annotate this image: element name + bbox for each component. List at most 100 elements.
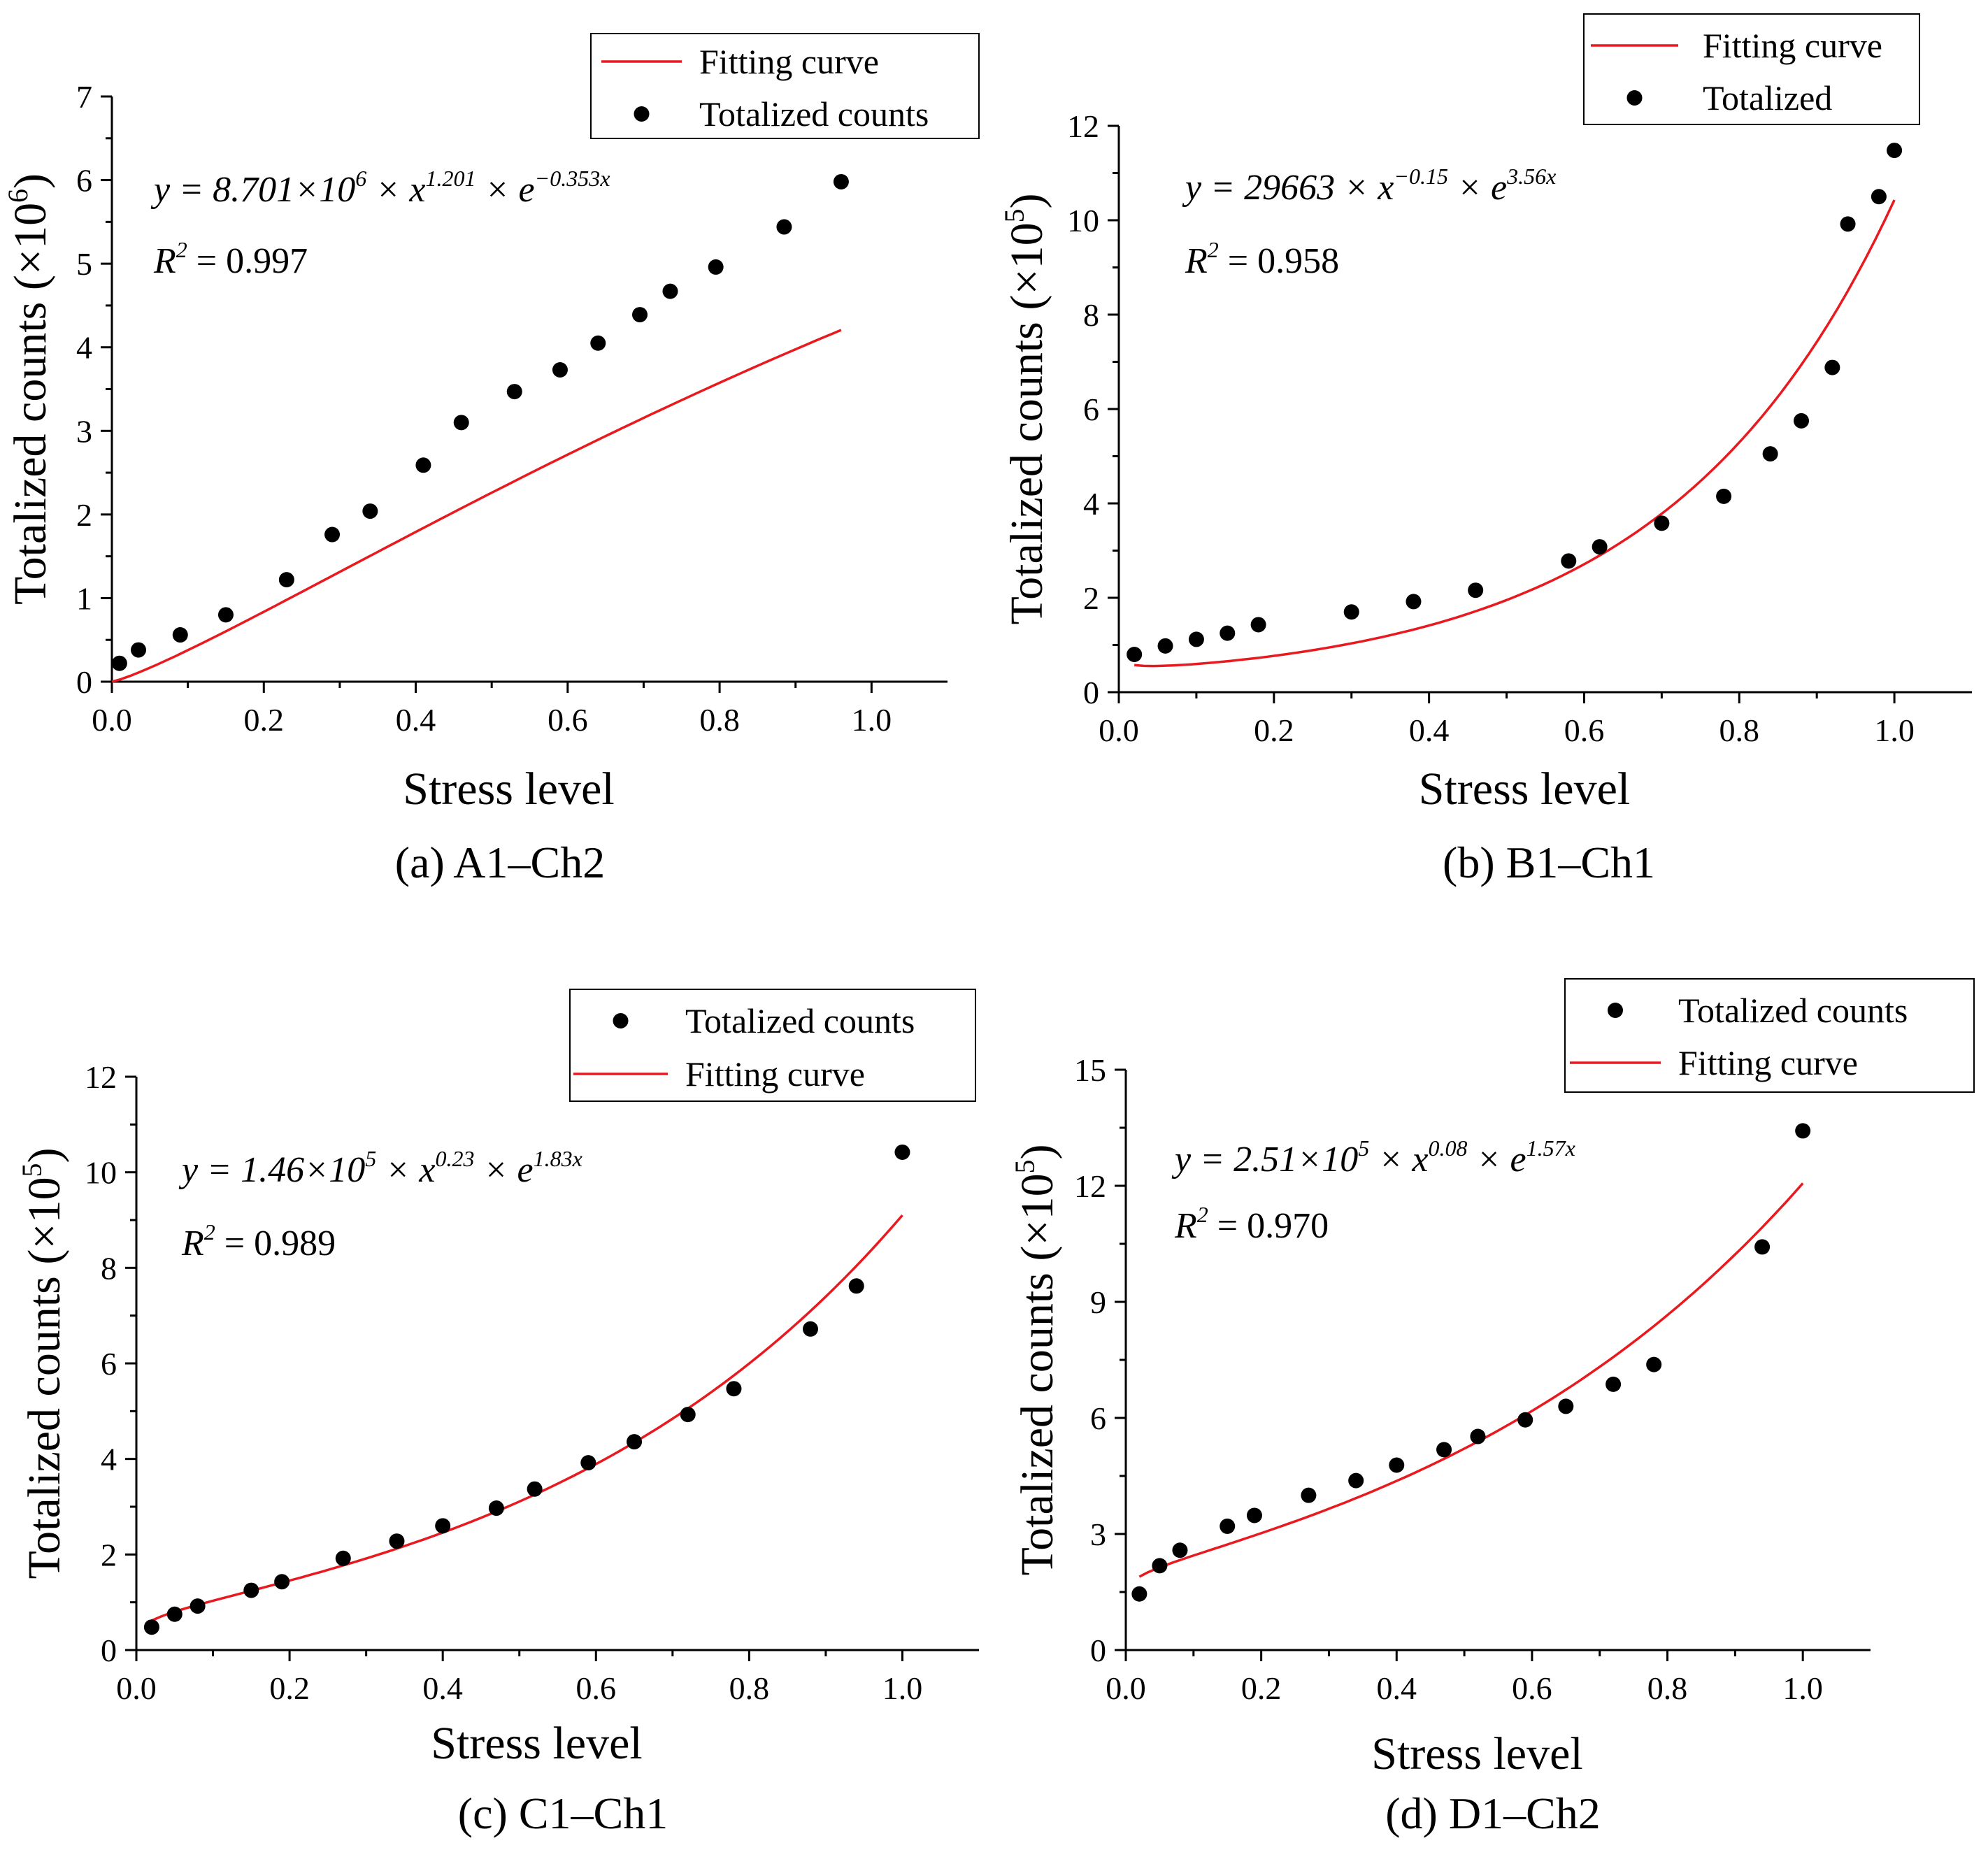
panel-caption: (a) A1–Ch2	[395, 838, 605, 887]
legend-points-label: Totalized	[1703, 78, 1832, 117]
data-point	[1794, 413, 1809, 429]
data-point	[506, 384, 522, 400]
panel-caption: (c) C1–Ch1	[458, 1788, 668, 1838]
eq-exp-2: 0.08	[1428, 1135, 1467, 1161]
eq-exp-1: 6	[355, 166, 366, 191]
x-tick-label: 0.0	[1099, 712, 1139, 748]
legend-points-label: Totalized counts	[685, 1001, 915, 1040]
y-axis-title: Totalized counts (×105)	[1009, 1144, 1063, 1575]
data-point	[1220, 625, 1236, 641]
legend-points-label: Totalized counts	[1678, 991, 1908, 1030]
y-axis-title-text: Totalized counts (×10	[5, 203, 56, 605]
legend-fit-label: Fitting curve	[1678, 1043, 1858, 1082]
data-point	[632, 307, 648, 323]
r2-lhs: R	[1174, 1206, 1197, 1246]
data-point	[680, 1407, 696, 1423]
eq-exp-1: 5	[1358, 1135, 1369, 1161]
data-point	[453, 415, 469, 431]
r2-lhs: R	[153, 241, 176, 281]
y-tick-label: 10	[85, 1155, 117, 1191]
y-tick-label: 8	[101, 1250, 117, 1286]
data-point	[415, 457, 431, 473]
x-tick-label: 0.8	[1647, 1670, 1688, 1706]
data-point	[803, 1321, 818, 1337]
data-point	[1301, 1487, 1317, 1503]
fit-equation: y = 29663 × x−0.15 × e3.56x	[1182, 164, 1556, 208]
data-point	[1188, 631, 1204, 647]
data-point	[335, 1550, 351, 1566]
y-axis-title-close: )	[1001, 193, 1052, 208]
legend-point-marker	[613, 1013, 629, 1028]
chart-panel-d: 0.0 0.2 0.4 0.6 0.8 1.0 0 3 6 9 12 15 Stress level To…	[1009, 978, 1975, 1838]
x-tick-label: 1.0	[882, 1670, 923, 1706]
x-tick-label: 0.4	[1377, 1670, 1417, 1706]
eq-exp-3: −0.353x	[535, 166, 610, 191]
data-point	[1250, 617, 1266, 633]
chart-panel-b: 0.0 0.2 0.4 0.6 0.8 1.0 0 2 4 6 8 10 12 Stress level T…	[999, 13, 1972, 887]
eq-lhs: y = 1.46×10	[178, 1150, 365, 1190]
y-axis-title-exp: 5	[16, 1163, 48, 1177]
y-tick-label: 6	[1083, 392, 1099, 427]
data-point	[1754, 1239, 1771, 1255]
y-tick-label: 2	[1083, 580, 1099, 616]
r-squared: R2 = 0.997	[153, 237, 308, 281]
y-tick-label: 3	[1090, 1517, 1106, 1552]
y-axis-title-exp: 6	[2, 189, 34, 203]
x-axis-title: Stress level	[403, 763, 614, 815]
data-point	[166, 1606, 183, 1622]
x-axis-title: Stress level	[1371, 1728, 1582, 1779]
data-point	[1558, 1398, 1574, 1414]
legend-box	[1564, 978, 1975, 1093]
y-tick-label: 5	[76, 246, 92, 282]
data-point	[1592, 539, 1608, 555]
data-point	[1389, 1457, 1405, 1473]
data-point	[527, 1481, 543, 1497]
x-tick-label: 0.4	[422, 1670, 463, 1706]
y-tick-label: 6	[1090, 1400, 1106, 1436]
eq-lhs: y = 29663	[1182, 168, 1335, 208]
data-point	[324, 526, 341, 543]
data-point	[1887, 143, 1903, 159]
y-tick-label: 15	[1074, 1052, 1106, 1088]
data-point	[1246, 1507, 1262, 1523]
y-axis-title-close: )	[19, 1147, 70, 1163]
data-point	[1646, 1356, 1662, 1372]
legend-box	[569, 989, 976, 1102]
data-point	[274, 1574, 290, 1590]
legend-box	[590, 33, 980, 139]
data-point	[662, 283, 678, 299]
r2-exp: 2	[1208, 237, 1219, 262]
eq-lhs: y = 2.51×10	[1171, 1140, 1358, 1180]
eq-exp-1: 5	[365, 1146, 376, 1171]
x-tick-label: 0.0	[92, 702, 132, 738]
data-point	[776, 219, 792, 235]
data-point	[362, 503, 378, 519]
data-point	[1654, 515, 1670, 531]
eq-mid: × x	[376, 1150, 435, 1190]
y-axis-title-text: Totalized counts (×10	[1001, 222, 1052, 624]
legend: Fitting curve Totalized counts	[1564, 978, 1975, 1093]
data-point	[1343, 604, 1359, 620]
y-tick-label: 6	[101, 1346, 117, 1382]
y-tick-label: 2	[101, 1537, 117, 1572]
x-tick-label: 0.2	[1254, 712, 1294, 748]
data-point	[708, 259, 724, 275]
data-point	[143, 1619, 159, 1635]
data-point	[833, 173, 849, 189]
x-tick-label: 0.8	[699, 702, 740, 738]
y-tick-label: 0	[1083, 675, 1099, 710]
x-tick-label: 0.8	[729, 1670, 770, 1706]
data-point	[1517, 1412, 1533, 1428]
r2-value: = 0.970	[1208, 1206, 1329, 1246]
y-axis-title: Totalized counts (×106)	[2, 173, 56, 605]
y-tick-label: 12	[85, 1059, 117, 1095]
legend-fit-label: Fitting curve	[699, 42, 879, 81]
r2-lhs: R	[181, 1224, 204, 1263]
fit-equation: y = 2.51×105 × x0.08 × e1.57x	[1171, 1135, 1575, 1180]
data-point	[172, 627, 188, 643]
data-point	[726, 1381, 742, 1397]
y-axis-title-close: )	[1012, 1144, 1063, 1159]
x-tick-label: 0.6	[576, 1670, 617, 1706]
eq-mid: × x	[1335, 168, 1394, 208]
x-tick-label: 0.6	[1512, 1670, 1552, 1706]
